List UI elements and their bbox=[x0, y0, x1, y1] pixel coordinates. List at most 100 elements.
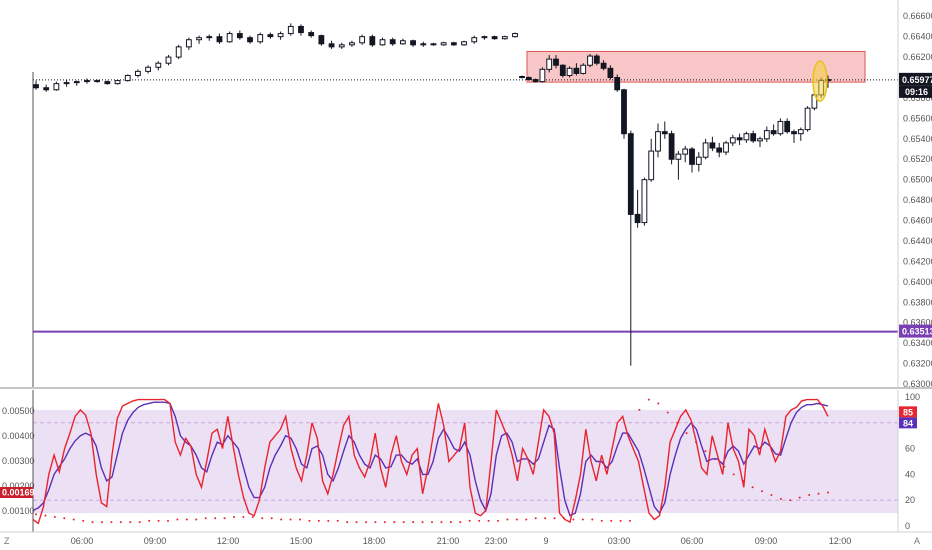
candle bbox=[607, 65, 614, 80]
k-value-tag-bg bbox=[899, 406, 917, 418]
indicator-left-tick-label: 0.00400 bbox=[2, 431, 35, 441]
candle-body bbox=[607, 67, 614, 79]
candle-body bbox=[641, 179, 648, 224]
candle-body bbox=[614, 77, 621, 91]
left-value-tag-bg bbox=[0, 487, 33, 498]
candle-body bbox=[338, 44, 345, 48]
candle-body bbox=[236, 33, 243, 39]
candle bbox=[682, 145, 689, 163]
current-price-tag: 0.65977 bbox=[902, 75, 932, 85]
candle bbox=[668, 130, 675, 165]
candle bbox=[729, 134, 736, 146]
indicator-tick-label: 40 bbox=[905, 469, 915, 479]
dot-point bbox=[789, 499, 792, 502]
candle bbox=[236, 30, 243, 40]
dot-point bbox=[63, 517, 66, 520]
candle-body bbox=[729, 137, 736, 144]
candle bbox=[750, 130, 757, 143]
candle-body bbox=[655, 131, 661, 152]
candle bbox=[491, 35, 498, 40]
dot-point bbox=[148, 519, 151, 522]
indicator-left-axis[interactable]: 0.00500 0.00400 0.00300 0.00200 0.00100 0.00… bbox=[0, 406, 35, 516]
corner-label-left[interactable]: Z bbox=[4, 536, 10, 546]
left-value-tag: 0.00169 bbox=[2, 488, 35, 498]
dot-point bbox=[647, 398, 650, 401]
dot-point bbox=[138, 521, 141, 524]
corner-label-right[interactable]: A bbox=[914, 536, 920, 546]
dot-point bbox=[223, 517, 226, 520]
dot-point bbox=[204, 517, 207, 520]
candle-body bbox=[481, 36, 488, 39]
candle bbox=[450, 41, 457, 46]
candle-body bbox=[73, 81, 80, 84]
candle bbox=[702, 138, 709, 160]
dot-point bbox=[72, 518, 75, 521]
candle-body bbox=[114, 80, 121, 85]
candle bbox=[481, 35, 488, 40]
candle-body bbox=[532, 79, 539, 83]
candle-body bbox=[420, 43, 427, 46]
candle bbox=[298, 24, 304, 36]
candle-body bbox=[668, 133, 675, 160]
candle-body bbox=[757, 138, 763, 142]
candle bbox=[318, 34, 325, 46]
time-tick-label: 9 bbox=[543, 536, 548, 546]
candle-body bbox=[559, 64, 566, 76]
dot-point bbox=[167, 519, 169, 522]
d-value-tag-bg bbox=[899, 417, 917, 429]
dot-point bbox=[365, 521, 367, 524]
candle bbox=[791, 129, 797, 143]
candle-body bbox=[566, 67, 573, 76]
dot-point bbox=[110, 521, 113, 524]
dot-point bbox=[619, 519, 622, 522]
candle-body bbox=[682, 148, 689, 155]
candle-body bbox=[546, 58, 553, 70]
highlight-ellipse-marker[interactable] bbox=[812, 60, 828, 102]
candle-body bbox=[410, 40, 416, 46]
candle bbox=[226, 31, 233, 43]
candle bbox=[114, 79, 121, 85]
stochastic-pane[interactable] bbox=[32, 390, 898, 532]
indicator-tick-label: 60 bbox=[905, 444, 915, 454]
candle bbox=[501, 35, 508, 40]
level-price-tag-bg bbox=[899, 324, 932, 338]
candle-body bbox=[695, 156, 702, 165]
level-price-tag: 0.63513 bbox=[902, 327, 932, 337]
candle bbox=[655, 123, 661, 158]
candle-body bbox=[791, 131, 797, 135]
candle-body bbox=[379, 39, 386, 46]
candle-body bbox=[743, 133, 750, 141]
candle-body bbox=[349, 42, 355, 46]
candle bbox=[420, 41, 427, 47]
candle bbox=[770, 124, 777, 136]
candle bbox=[512, 32, 518, 38]
candle bbox=[614, 74, 621, 92]
candle-body bbox=[723, 142, 729, 153]
candle-body bbox=[369, 36, 376, 46]
candle bbox=[573, 63, 580, 76]
time-axis[interactable]: 06:00 09:00 12:00 15:00 18:00 21:00 23:00 9 03:0… bbox=[0, 531, 932, 546]
dot-point bbox=[666, 411, 669, 414]
candle bbox=[621, 88, 627, 139]
dot-point bbox=[317, 519, 320, 522]
dot-point bbox=[119, 521, 122, 524]
candle-body bbox=[318, 35, 325, 45]
dot-point bbox=[572, 518, 575, 521]
candle bbox=[648, 138, 655, 182]
candle bbox=[247, 35, 253, 44]
price-pane[interactable] bbox=[0, 0, 898, 388]
candle bbox=[695, 152, 702, 172]
dot-point bbox=[506, 518, 509, 521]
candle-body bbox=[675, 153, 682, 160]
